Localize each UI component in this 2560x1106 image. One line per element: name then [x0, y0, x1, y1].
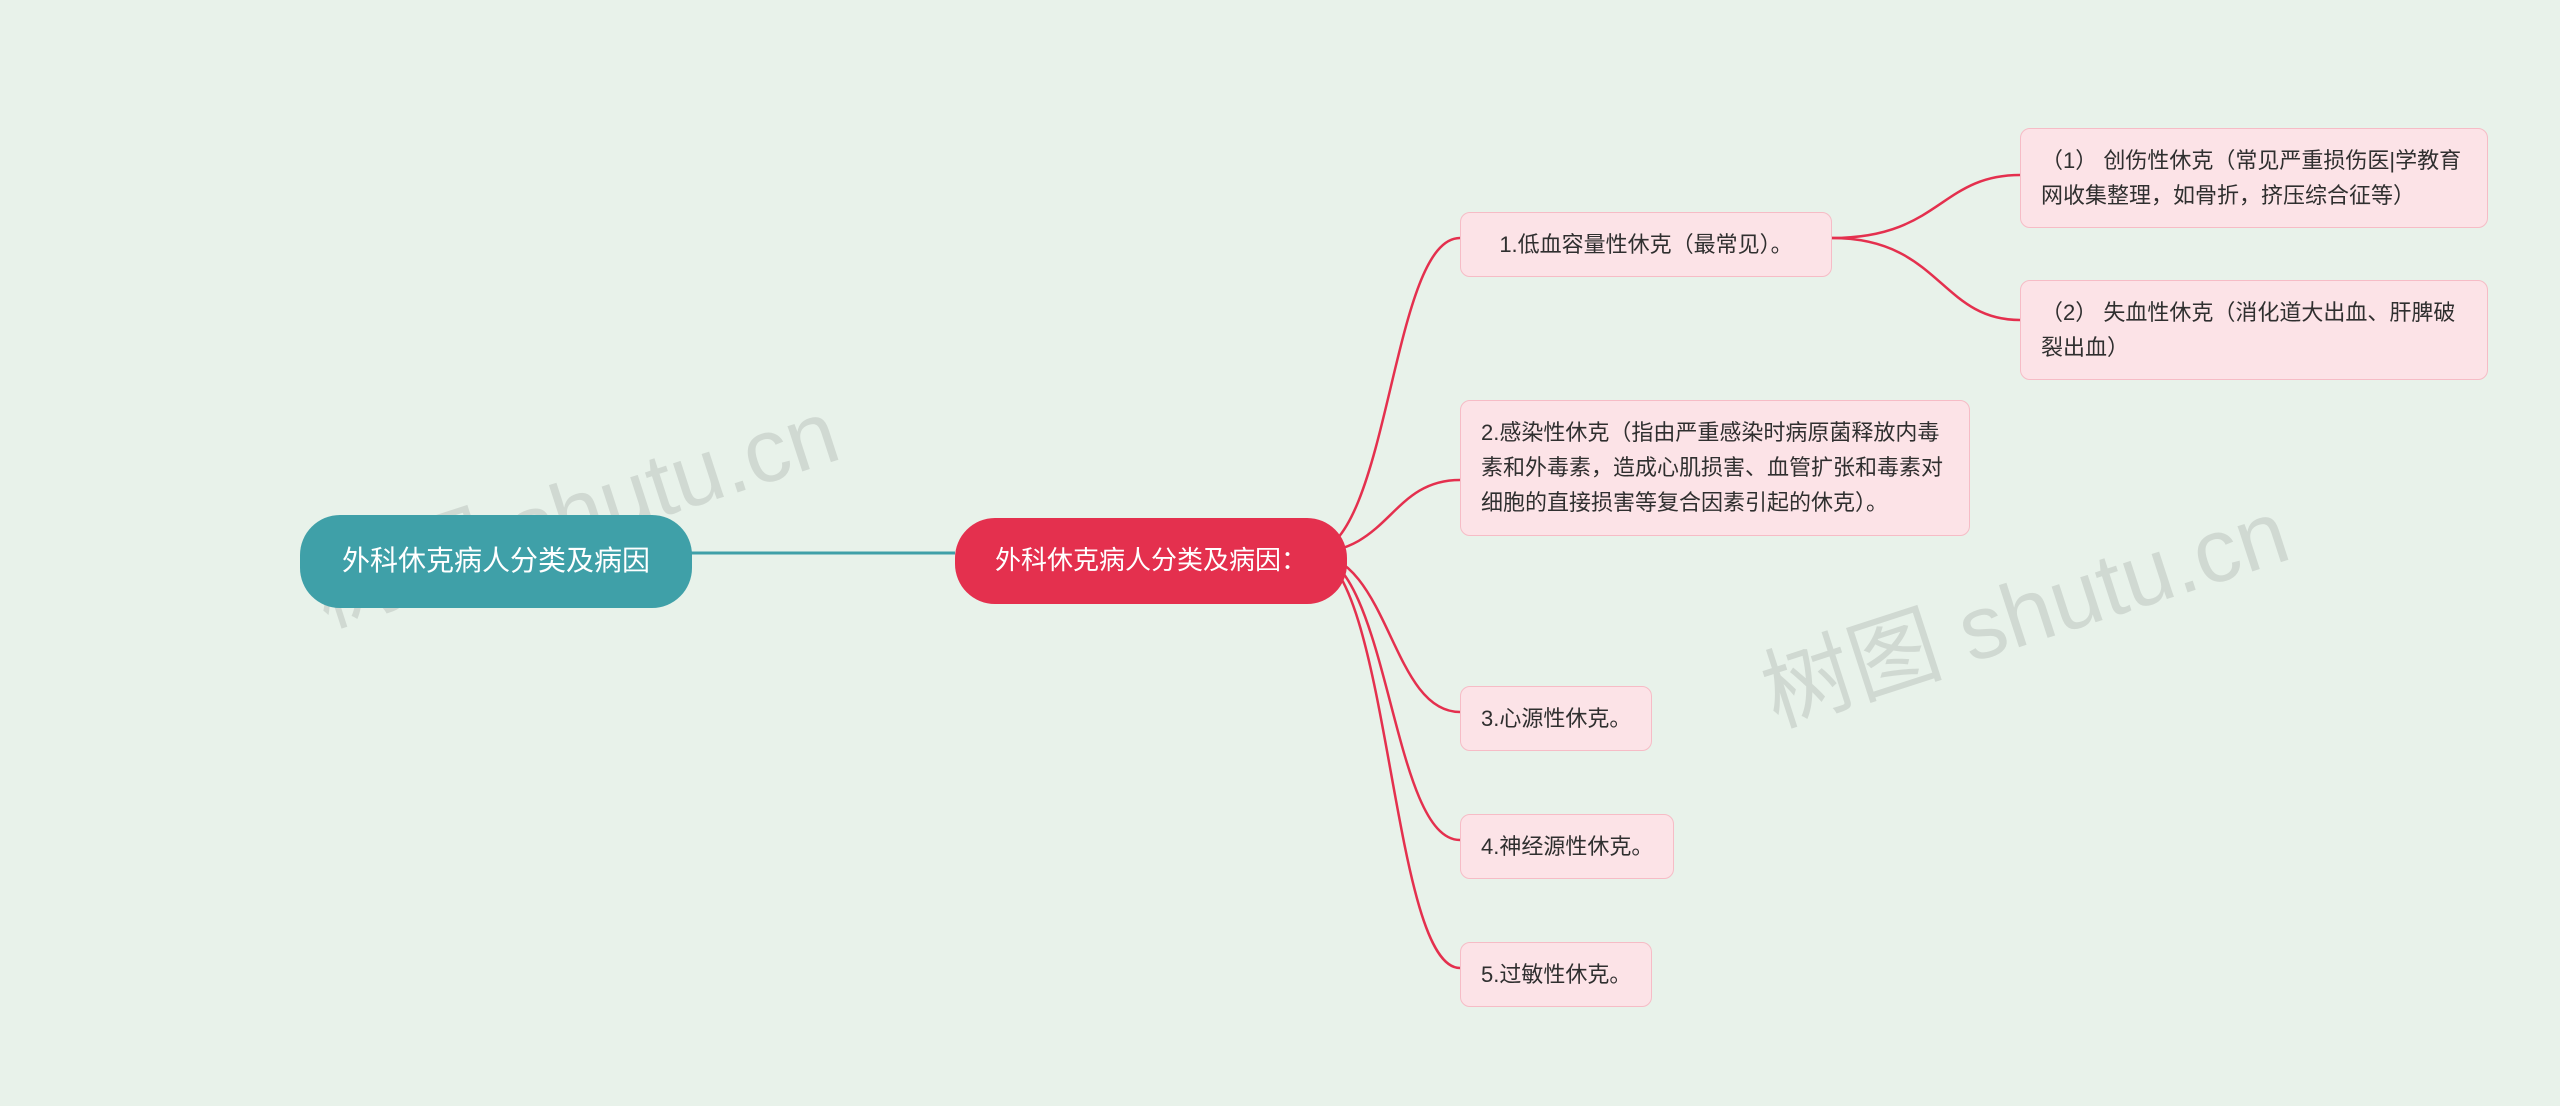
item-1b[interactable]: （2） 失血性休克（消化道大出血、肝脾破裂出血） [2020, 280, 2488, 380]
item-2[interactable]: 2.感染性休克（指由严重感染时病原菌释放内毒素和外毒素，造成心肌损害、血管扩张和… [1460, 400, 1970, 536]
item-3[interactable]: 3.心源性休克。 [1460, 686, 1652, 751]
item-1a[interactable]: （1） 创伤性休克（常见严重损伤医|学教育网收集整理，如骨折，挤压综合征等） [2020, 128, 2488, 228]
item-1[interactable]: 1.低血容量性休克（最常见）。 [1460, 212, 1832, 277]
mindmap-canvas: 树图 shutu.cn 树图 shutu.cn 外科休克病人分类及病因 外科休克… [0, 0, 2560, 1106]
item-4[interactable]: 4.神经源性休克。 [1460, 814, 1674, 879]
sub-node[interactable]: 外科休克病人分类及病因： [955, 518, 1347, 604]
item-5[interactable]: 5.过敏性休克。 [1460, 942, 1652, 1007]
root-node[interactable]: 外科休克病人分类及病因 [300, 515, 692, 608]
